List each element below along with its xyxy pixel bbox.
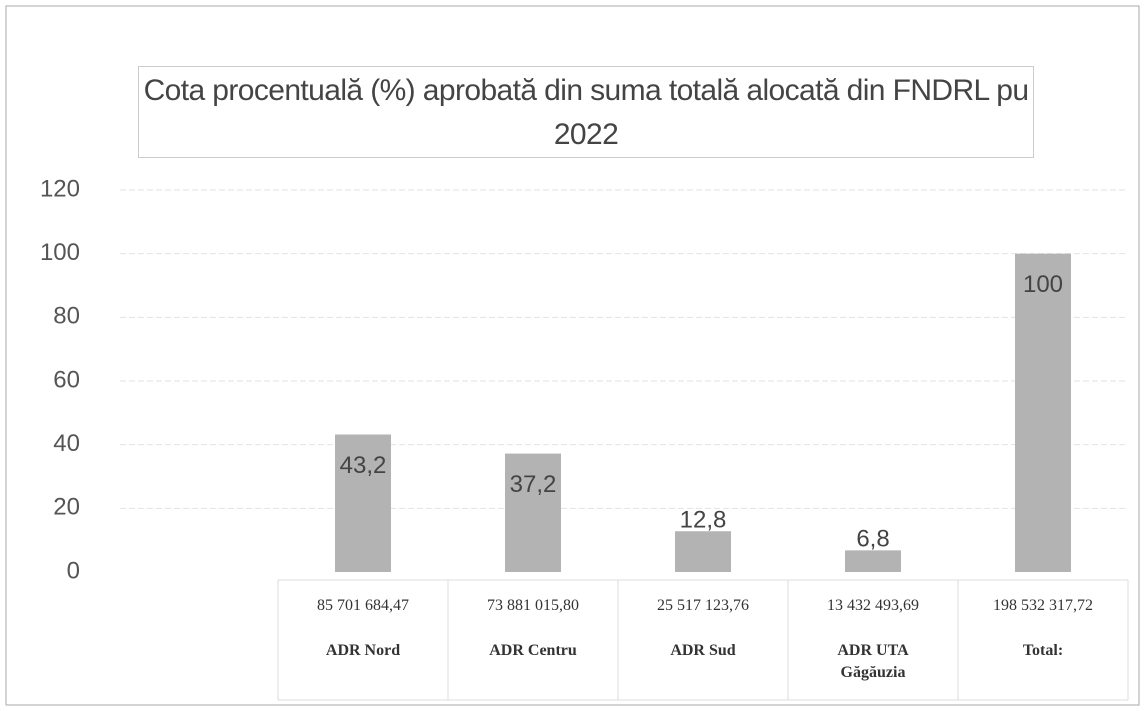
x-tick-label-text: ADR Centru [489, 642, 577, 659]
x-tick-label-text: ADR UTA Găgăuzia [837, 642, 909, 681]
y-tick-label: 60 [53, 366, 80, 393]
data-label: 100 [1023, 271, 1063, 298]
bar [1015, 253, 1071, 572]
y-tick-label: 120 [40, 175, 80, 202]
frame [5, 5, 1140, 706]
amount-label: 25 517 123,76 [657, 597, 749, 614]
data-label: 6,8 [856, 526, 889, 553]
x-tick-label: ADR Centru [448, 640, 618, 662]
y-tick-label: 40 [53, 430, 80, 457]
x-tick-label-text: ADR Sud [670, 642, 736, 659]
x-tick-label-text: Total: [1022, 642, 1064, 659]
bar [845, 550, 901, 572]
amount-label: 73 881 015,80 [487, 597, 579, 614]
x-tick-label: ADR UTA Găgăuzia [788, 640, 958, 684]
x-tick-label: Total: [958, 640, 1128, 662]
amount-label: 13 432 493,69 [827, 597, 919, 614]
bar [675, 531, 731, 572]
x-tick-label-text: ADR Nord [325, 642, 401, 659]
bar [335, 434, 391, 572]
y-tick-label: 80 [53, 303, 80, 330]
bar [505, 453, 561, 572]
x-tick-label: ADR Nord [278, 640, 448, 662]
data-label: 37,2 [510, 471, 557, 498]
amount-label: 85 701 684,47 [317, 597, 409, 614]
y-tick-label: 100 [40, 239, 80, 266]
data-label: 12,8 [680, 507, 727, 534]
amount-label: 198 532 317,72 [993, 597, 1093, 614]
chart-title: Cota procentuală (%) aprobată din suma t… [138, 66, 1034, 158]
y-tick-label: 0 [67, 557, 80, 584]
y-tick-label: 20 [53, 494, 80, 521]
data-label: 43,2 [340, 452, 387, 479]
x-tick-label: ADR Sud [618, 640, 788, 662]
